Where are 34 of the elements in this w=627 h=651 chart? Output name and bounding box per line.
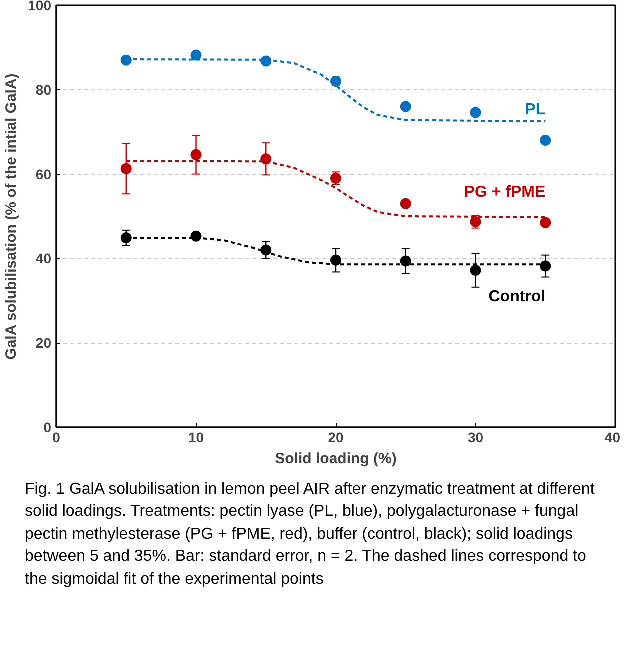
point [540,217,552,228]
x-tick-label: 20 [328,430,344,446]
point [470,265,482,276]
point [330,254,342,266]
point [120,163,132,174]
point [540,260,552,272]
series-label: PL [525,102,546,119]
point [260,56,272,67]
y-axis-title: GalA solubilisation (% of the intial GalA) [3,74,20,360]
point [400,256,412,267]
point [120,54,132,66]
point [260,244,272,256]
x-tick-label: 40 [604,430,621,446]
y-tick-label: 40 [36,250,52,267]
point [190,50,202,61]
y-tick-label: 100 [28,0,52,14]
caption: Fig. 1 GalA solubilisation in lemon peel AIR after enzymatic treatment at different solid loadings. Treatments: pectin lyase (PL, blue), polygalacturonase + fungal pectin methylesterase (PG + fPME, red), buffer (control, black); solid loadings between 5 and 35%. Bar: standard error, n = 2. The dashed lines correspond to the sigmoidal fit of the experimental points [25,480,595,590]
point [120,232,132,244]
y-tick-label: 20 [36,335,52,352]
point [400,198,412,210]
point [190,230,202,242]
point [400,101,412,112]
point [540,135,552,146]
y-tick-label: 0 [44,420,52,436]
y-tick-label: 60 [36,166,52,182]
series-label: Control [488,288,546,306]
point [190,149,202,160]
y-tick-label: 80 [36,82,52,98]
point [260,154,272,165]
x-axis-title: Solid loading (%) [275,450,397,468]
x-tick-label: 10 [188,430,204,446]
series-label: PG + fPME [464,184,546,201]
x-tick-label: 30 [468,430,484,446]
point [470,107,482,118]
